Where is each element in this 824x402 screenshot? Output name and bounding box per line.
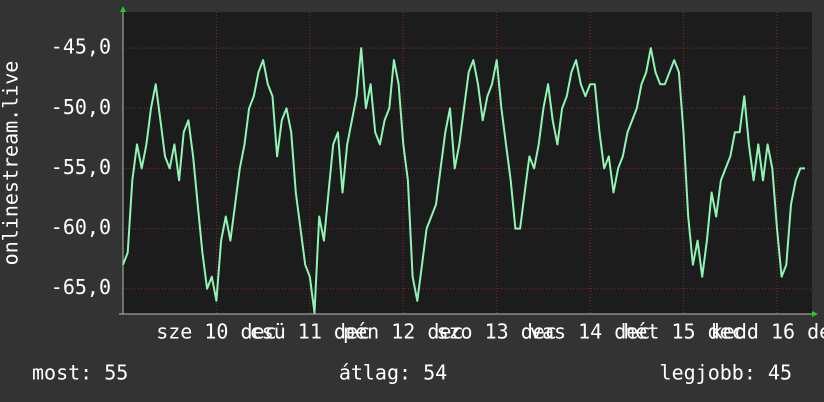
y-tick-label: -60,0	[51, 215, 111, 239]
x-tick-label: szo 13 dec	[436, 320, 556, 344]
stat: átlag: 54	[339, 361, 447, 385]
y-tick-label: -45,0	[51, 35, 111, 59]
axis-arrow	[812, 311, 818, 317]
x-tick-label: kedd 16 dec	[711, 320, 824, 344]
axis-arrow	[120, 6, 126, 12]
y-tick-label: -50,0	[51, 95, 111, 119]
y-tick-label: -65,0	[51, 275, 111, 299]
y-tick-label: -55,0	[51, 155, 111, 179]
x-tick-label: pén 12 dec	[343, 320, 463, 344]
x-tick-label: csü 11 dec	[250, 320, 370, 344]
x-tick-label: sze 10 dec	[156, 320, 276, 344]
x-tick-label: vas 14 dec	[530, 320, 650, 344]
y-axis-label: onlinestream.live	[0, 61, 23, 266]
x-tick-label: hét 15 dec	[623, 320, 743, 344]
stat: most: 55	[32, 361, 128, 385]
data-line	[122, 47, 805, 314]
stat: legjobb: 45	[660, 361, 792, 385]
plot-area	[123, 12, 812, 314]
